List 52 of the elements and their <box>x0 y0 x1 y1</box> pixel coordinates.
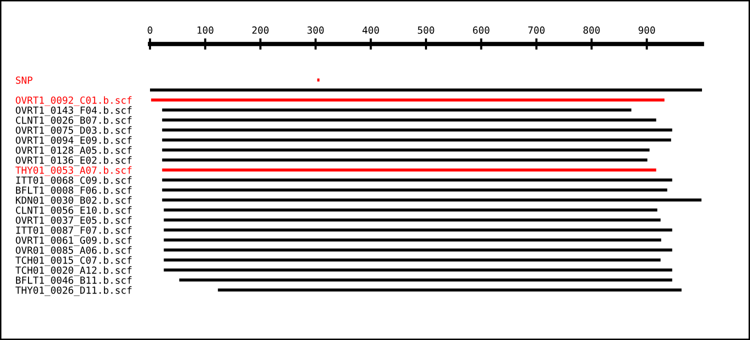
x-tick-label: 800 <box>583 26 600 34</box>
y-tick-label: CLNT1_0056_E10.b.scf <box>16 206 132 216</box>
y-tick-label: OVRT1_0143_F04.b.scf <box>16 106 132 116</box>
x-tick-label: 900 <box>638 26 655 34</box>
y-tick-label: ITT01_0087_F07.b.scf <box>16 226 132 236</box>
bar <box>164 218 661 222</box>
y-tick-label: BFLT1_0008_F06.b.scf <box>16 186 132 196</box>
bar <box>164 258 661 262</box>
bar <box>162 188 668 192</box>
y-tick-label: OVRT1_0136_E02.b.scf <box>16 156 132 166</box>
bar <box>164 268 672 272</box>
bar <box>218 288 682 292</box>
x-tick-label: 100 <box>198 26 214 34</box>
x-tick-label: 200 <box>252 26 269 34</box>
bar <box>162 158 648 162</box>
x-tick-label: 700 <box>528 26 545 34</box>
bar <box>164 208 658 212</box>
y-tick-label: OVRT1_0094_E09.b.scf <box>16 136 132 146</box>
bar <box>164 238 662 242</box>
y-tick-label: THY01_0053_A07.b.scf <box>16 166 132 176</box>
y-tick-label: THY01_0026_D11.b.scf <box>16 286 132 296</box>
y-tick-label: OVRT1_0037_E05.b.scf <box>16 216 132 226</box>
x-tick-label: 500 <box>418 26 434 34</box>
bar <box>162 178 672 182</box>
y-tick-label: OVRT1_0075_D03.b.scf <box>16 126 132 136</box>
y-tick-label: ITT01_0068_C09.b.scf <box>16 176 132 186</box>
bar <box>162 138 672 142</box>
bar <box>150 88 702 92</box>
y-tick-label: KDN01_0030_B02.b.scf <box>16 196 132 206</box>
bar <box>164 248 672 252</box>
bar <box>162 148 650 152</box>
x-tick-label: 300 <box>307 26 324 34</box>
bar <box>162 118 656 122</box>
x-tick-label: 0 <box>148 26 152 34</box>
y-tick-label: OVRT1_0128_A05.b.scf <box>16 146 132 156</box>
y-tick-label: OVRT1_0092_C01.b.scf <box>16 96 132 106</box>
y-tick-label: TCH01_0020_A12.b.scf <box>16 266 132 276</box>
bar <box>164 228 672 232</box>
y-tick-label: OVR01_0085_A06.b.scf <box>16 246 132 256</box>
bar <box>179 278 672 282</box>
x-tick-label: 400 <box>362 26 379 34</box>
y-tick-label: TCH01_0015_C07.b.scf <box>16 256 132 266</box>
y-tick-label: BFLT1_0046_B11.b.scf <box>16 276 132 286</box>
bar <box>162 128 672 132</box>
bar <box>151 98 664 102</box>
x-tick-label: 600 <box>473 26 490 34</box>
y-tick-label: CLNT1_0026_B07.b.scf <box>16 116 132 126</box>
bar <box>162 108 632 112</box>
y-tick-label: SNP <box>16 76 32 84</box>
y-tick-label: OVRT1_0061_G09.b.scf <box>16 236 132 246</box>
bar <box>162 198 702 202</box>
bar <box>162 168 656 172</box>
